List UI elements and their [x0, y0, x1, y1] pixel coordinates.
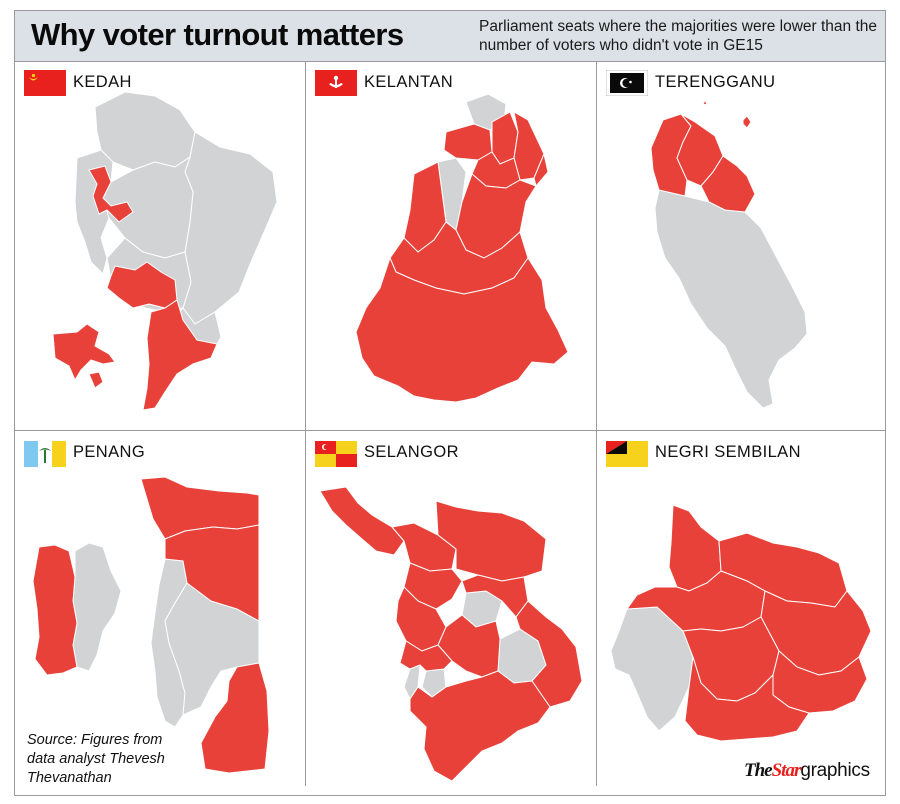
infographic-frame: [14, 10, 886, 796]
penang-seats-grey: [72, 542, 260, 728]
penang-seats-red: [32, 476, 270, 774]
the-star-logo: TheStar: [744, 760, 801, 781]
state-name-kedah: KEDAH: [73, 73, 132, 91]
grid-divider-h: [15, 430, 885, 431]
header-bar: Why voter turnout matters Parliament sea…: [15, 11, 885, 62]
grid-divider-v1: [305, 62, 306, 786]
selangor-seats-red: [319, 486, 583, 782]
page-subtitle: Parliament seats where the majorities we…: [479, 18, 878, 54]
state-name-negri-sembilan: NEGRI SEMBILAN: [655, 443, 801, 461]
kedah-flag-icon: [24, 70, 66, 96]
penang-flag-icon: [24, 441, 66, 467]
the-star-graphics-logo: TheStargraphics: [744, 760, 870, 782]
selangor-seats-grey: [403, 590, 547, 700]
state-name-terengganu: TERENGGANU: [655, 73, 776, 91]
state-name-selangor: SELANGOR: [364, 443, 459, 461]
terengganu-seats-red: [650, 98, 756, 213]
terengganu-seats-grey: [654, 189, 808, 409]
panel-negri-sembilan: NEGRI SEMBILAN: [597, 431, 885, 796]
negri-sembilan-flag-icon: [606, 441, 648, 467]
state-name-kelantan: KELANTAN: [364, 73, 454, 91]
kelantan-flag-icon: [315, 70, 357, 96]
terengganu-map: [650, 98, 808, 409]
panel-kelantan: KELANTAN: [306, 62, 596, 430]
terengganu-flag-icon: [606, 70, 648, 96]
brand-suffix: graphics: [800, 760, 870, 781]
state-name-penang: PENANG: [73, 443, 146, 461]
kelantan-seats-red: [355, 111, 569, 403]
source-note: Source: Figures from data analyst Theves…: [27, 732, 165, 786]
negri-sembilan-seats-red: [625, 504, 872, 742]
panel-selangor: SELANGOR: [306, 431, 596, 796]
panel-kedah: KEDAH: [15, 62, 305, 430]
penang-map: [32, 476, 270, 774]
negri-sembilan-map: [610, 504, 872, 742]
selangor-map: [319, 486, 583, 782]
kedah-seats-red: [52, 165, 218, 411]
panel-penang: PENANG: [15, 431, 305, 796]
panel-terengganu: TERENGGANU: [597, 62, 885, 430]
grid-divider-v2: [596, 62, 597, 786]
kedah-map: [52, 91, 278, 411]
kelantan-map: [355, 93, 569, 403]
page-title: Why voter turnout matters: [31, 17, 404, 52]
selangor-flag-icon: [315, 441, 357, 467]
